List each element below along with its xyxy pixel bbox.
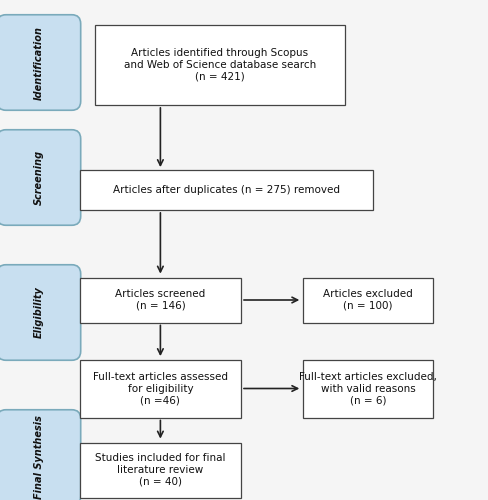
Text: Articles identified through Scopus
and Web of Science database search
(n = 421): Articles identified through Scopus and W…	[123, 48, 316, 82]
FancyBboxPatch shape	[303, 360, 432, 418]
FancyBboxPatch shape	[80, 360, 241, 418]
Text: Final Synthesis: Final Synthesis	[34, 416, 44, 500]
FancyBboxPatch shape	[95, 25, 344, 105]
FancyBboxPatch shape	[80, 442, 241, 498]
Text: Screening: Screening	[34, 150, 44, 205]
FancyBboxPatch shape	[303, 278, 432, 322]
Text: Articles screened
(n = 146): Articles screened (n = 146)	[115, 289, 205, 311]
FancyBboxPatch shape	[0, 15, 81, 110]
Text: Identification: Identification	[34, 26, 44, 100]
FancyBboxPatch shape	[0, 265, 81, 360]
FancyBboxPatch shape	[0, 130, 81, 225]
Text: Articles after duplicates (n = 275) removed: Articles after duplicates (n = 275) remo…	[113, 185, 339, 195]
Text: Eligibility: Eligibility	[34, 286, 44, 339]
Text: Studies included for final
literature review
(n = 40): Studies included for final literature re…	[95, 454, 225, 486]
Text: Full-text articles assessed
for eligibility
(n =46): Full-text articles assessed for eligibil…	[93, 372, 227, 406]
FancyBboxPatch shape	[0, 410, 81, 500]
Text: Full-text articles excluded,
with valid reasons
(n = 6): Full-text articles excluded, with valid …	[299, 372, 436, 406]
FancyBboxPatch shape	[80, 278, 241, 322]
FancyBboxPatch shape	[80, 170, 372, 210]
Text: Articles excluded
(n = 100): Articles excluded (n = 100)	[323, 289, 412, 311]
